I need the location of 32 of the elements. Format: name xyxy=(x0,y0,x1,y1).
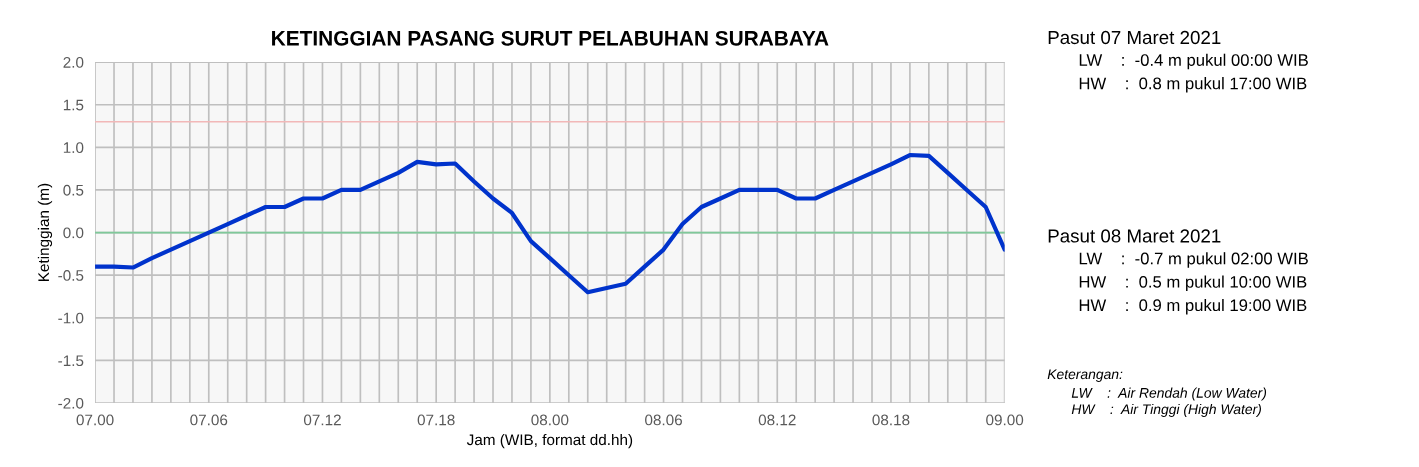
x-tick-label: 08.12 xyxy=(758,414,796,426)
y-tick-label: 0.0 xyxy=(63,227,84,239)
text: LW : -0.7 m pukul 02:00 WIB xyxy=(1079,252,1308,268)
y-tick-label: 1.5 xyxy=(63,99,84,111)
text: HW : 0.9 m pukul 19:00 WIB xyxy=(1079,298,1307,315)
text: Pasut 08 Maret 2021 xyxy=(1048,229,1221,243)
text: Pasut 07 Maret 2021 xyxy=(1048,30,1221,45)
y-tick-label: 2.0 xyxy=(63,56,84,68)
text: HW : 0.8 m pukul 17:00 WIB xyxy=(1079,77,1307,93)
text: HW : Air Tinggi (High Water) xyxy=(1071,403,1262,417)
x-tick-label: 08.06 xyxy=(645,414,683,426)
y-tick-label: -1.0 xyxy=(58,312,84,324)
y-tick-label: -1.5 xyxy=(58,355,84,367)
x-tick-label: 07.12 xyxy=(303,414,341,426)
chart-title: KETINGGIAN PASANG SURUT PELABUHAN SURABAYA xyxy=(272,30,829,46)
y-tick-label: -2.0 xyxy=(58,397,84,409)
text: Keterangan: xyxy=(1047,369,1123,382)
x-tick-label: 09.00 xyxy=(986,414,1024,426)
y-tick-label: 1.0 xyxy=(63,142,84,154)
x-tick-label: 08.18 xyxy=(872,414,910,426)
y-tick-label: 0.5 xyxy=(63,184,84,196)
text: LW : Air Rendah (Low Water) xyxy=(1071,387,1267,401)
y-axis-title: Ketinggian (m) xyxy=(37,183,53,281)
x-tick-label: 08.00 xyxy=(531,414,569,426)
y-tick-label: -0.5 xyxy=(58,270,84,281)
x-tick-label: 07.06 xyxy=(190,414,228,426)
line-series xyxy=(95,152,1005,295)
x-axis-title: Jam (WIB, format dd.hh) xyxy=(466,433,633,449)
x-tick-label: 07.00 xyxy=(76,414,114,426)
x-tick-label: 07.18 xyxy=(417,414,455,426)
text: HW : 0.5 m pukul 10:00 WIB xyxy=(1079,275,1307,292)
text: LW : -0.4 m pukul 00:00 WIB xyxy=(1079,53,1308,70)
